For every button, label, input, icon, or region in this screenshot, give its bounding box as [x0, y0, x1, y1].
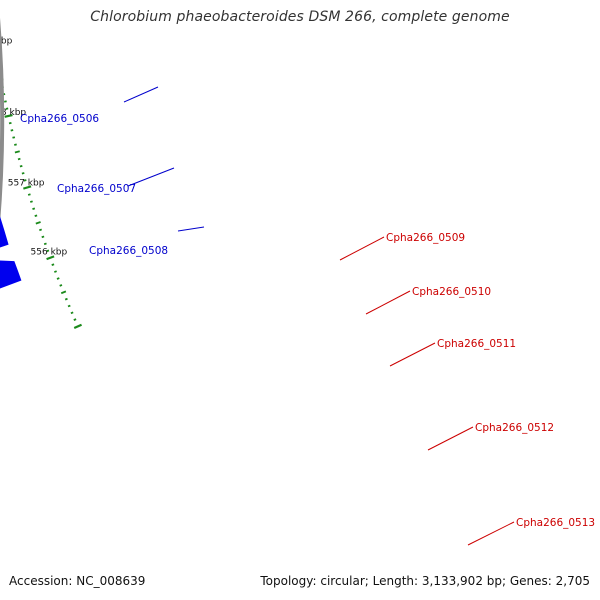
- backbone-arc: [0, 18, 5, 222]
- scale-tick-inner: [19, 164, 23, 168]
- scale-tick-inner: [5, 107, 9, 110]
- gene-label-cpha266_0507: Cpha266_0507: [57, 183, 136, 195]
- scale-tick-inner: [41, 235, 45, 239]
- scale-tick-inner: [60, 290, 67, 295]
- topology-text: Topology: circular; Length: 3,133,902 bp…: [260, 574, 590, 588]
- scale-tick-inner: [46, 249, 50, 253]
- scale-tick-inner: [51, 263, 55, 266]
- scale-tick-inner: [73, 318, 77, 321]
- scale-tick-inner: [59, 284, 63, 287]
- label-leader-line: [123, 86, 159, 103]
- label-leader-line: [339, 236, 385, 261]
- gene-label-cpha266_0509: Cpha266_0509: [386, 232, 465, 244]
- label-leader-line: [389, 342, 436, 367]
- scale-tick-inner: [64, 297, 68, 301]
- scale-tick-inner: [14, 143, 17, 146]
- scale-tick-inner: [10, 129, 14, 132]
- scale-tick-label: 556 kbp: [31, 248, 68, 258]
- map-title: Chlorobium phaeobacteroides DSM 266, com…: [90, 9, 510, 25]
- scale-tick-inner: [43, 242, 47, 246]
- scale-tick-inner: [54, 270, 57, 273]
- label-leader-line: [127, 167, 175, 187]
- scale-tick-inner: [70, 311, 74, 315]
- label-leader-line: [427, 426, 474, 451]
- scale-tick-inner: [34, 214, 38, 218]
- scale-tick-inner: [12, 136, 16, 139]
- scale-tick-inner: [35, 221, 41, 225]
- scale-tick-label: 558 kbp: [0, 108, 26, 118]
- scale-tick-inner: [23, 185, 32, 190]
- gene-features: [0, 216, 22, 289]
- scale-tick-inner: [14, 150, 20, 154]
- gene-label-cpha266_0512: Cpha266_0512: [475, 422, 554, 434]
- scale-tick-inner: [27, 193, 31, 196]
- scale-tick-inner: [73, 323, 83, 330]
- backbone: [0, 18, 5, 222]
- scale-tick-inner: [32, 207, 36, 210]
- accession-text: Accession: NC_008639: [9, 574, 146, 588]
- label-leader-line: [177, 226, 205, 232]
- scale-tick-inner: [17, 157, 21, 161]
- label-leader-line: [365, 290, 411, 315]
- scale-tick-inner: [4, 113, 13, 118]
- label-leader-line: [467, 521, 515, 546]
- gene-label-cpha266_0508: Cpha266_0508: [89, 245, 168, 257]
- gene-labels: Cpha266_0506 Cpha266_0507 Cpha266_0508 Cpha…: [20, 86, 595, 546]
- scale-tick-inner: [21, 172, 25, 175]
- scale-tick-inner: [29, 200, 33, 203]
- scale-tick-label: 557 kbp: [8, 178, 45, 188]
- gene-arrow-g1: [0, 260, 22, 289]
- scale-tick-inner: [23, 179, 27, 182]
- scale-tick-inner: [56, 277, 60, 280]
- scale-tick-inner: [46, 255, 55, 261]
- gene-arrow-g3: [0, 216, 9, 248]
- gene-label-cpha266_0510: Cpha266_0510: [412, 286, 491, 298]
- scale-tick-inner: [4, 100, 7, 103]
- scale-tick-inner: [67, 304, 71, 308]
- gene-label-cpha266_0506: Cpha266_0506: [20, 113, 99, 125]
- scale-tick-inner: [8, 121, 12, 125]
- scale-tick-label: 559 kbp: [0, 36, 13, 46]
- scale-tick-inner: [39, 228, 43, 232]
- gene-label-cpha266_0513: Cpha266_0513: [516, 517, 595, 529]
- gene-label-cpha266_0511: Cpha266_0511: [437, 338, 516, 350]
